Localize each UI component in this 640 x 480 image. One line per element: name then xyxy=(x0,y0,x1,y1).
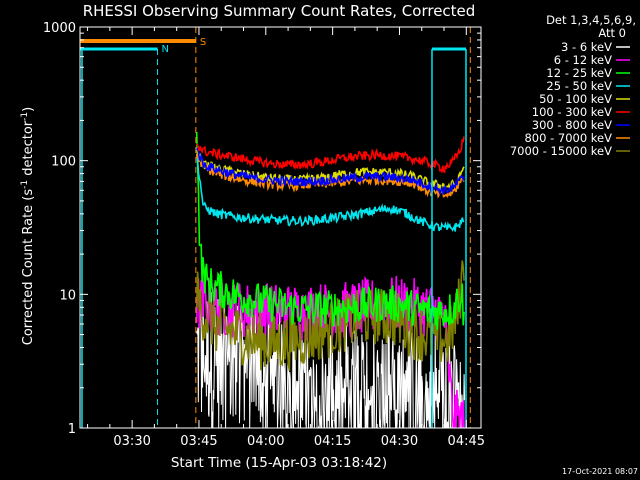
series-line-100-300-keV xyxy=(196,136,465,174)
legend-label-12-25-keV: 12 - 25 keV xyxy=(546,66,612,80)
x-tick-label: 03:30 xyxy=(113,434,150,449)
flag-label-S: S xyxy=(200,37,206,48)
plot-frame xyxy=(79,26,482,429)
series-line-25-50-keV xyxy=(195,155,465,232)
y-tick-label: 10 xyxy=(59,288,76,303)
x-tick-label: 03:45 xyxy=(180,434,217,449)
y-tick-label: 1 xyxy=(68,422,76,437)
legend-label-25-50-keV: 25 - 50 keV xyxy=(546,79,612,93)
flag-label-N: N xyxy=(162,44,169,55)
x-tick-label: 04:15 xyxy=(314,434,351,449)
legend-label-100-300-keV: 100 - 300 keV xyxy=(532,105,612,119)
x-tick-label: 04:30 xyxy=(381,434,418,449)
legend-header-attenuator: Att 0 xyxy=(598,26,626,40)
plot-area: S N 1 10 100 1000 03:30 03:45 04:00 04:15 04:30 04:… xyxy=(43,21,485,449)
series-line-7000-15000-keV xyxy=(195,260,465,371)
x-axis-label: Start Time (15-Apr-03 03:18:42) xyxy=(171,455,387,471)
legend-label-50-100-keV: 50 - 100 keV xyxy=(539,92,612,106)
legend-label-800-7000-keV: 800 - 7000 keV xyxy=(524,131,612,145)
y-tick-label: 100 xyxy=(51,155,76,170)
chart-title: RHESSI Observing Summary Count Rates, Co… xyxy=(83,2,476,20)
series-line-12-25-keV xyxy=(195,131,465,330)
legend-header-detectors: Det 1,3,4,5,6,9, xyxy=(546,13,636,27)
series-line-300-800-keV xyxy=(196,146,465,197)
legend-label-3-6-keV: 3 - 6 keV xyxy=(561,40,612,54)
series-group xyxy=(195,131,466,428)
y-tick-label: 1000 xyxy=(43,21,76,36)
footer-date: 17-Oct-2021 08:07 xyxy=(562,467,638,476)
legend-label-6-12-keV: 6 - 12 keV xyxy=(554,53,612,67)
legend-label-7000-15000-keV: 7000 - 15000 keV xyxy=(510,144,612,158)
x-tick-label: 04:45 xyxy=(448,434,485,449)
legend-label-300-800-keV: 300 - 800 keV xyxy=(532,118,612,132)
x-tick-label: 04:00 xyxy=(247,434,284,449)
y-axis-label: Corrected Count Rate (s-1 detector-1) xyxy=(20,107,36,345)
